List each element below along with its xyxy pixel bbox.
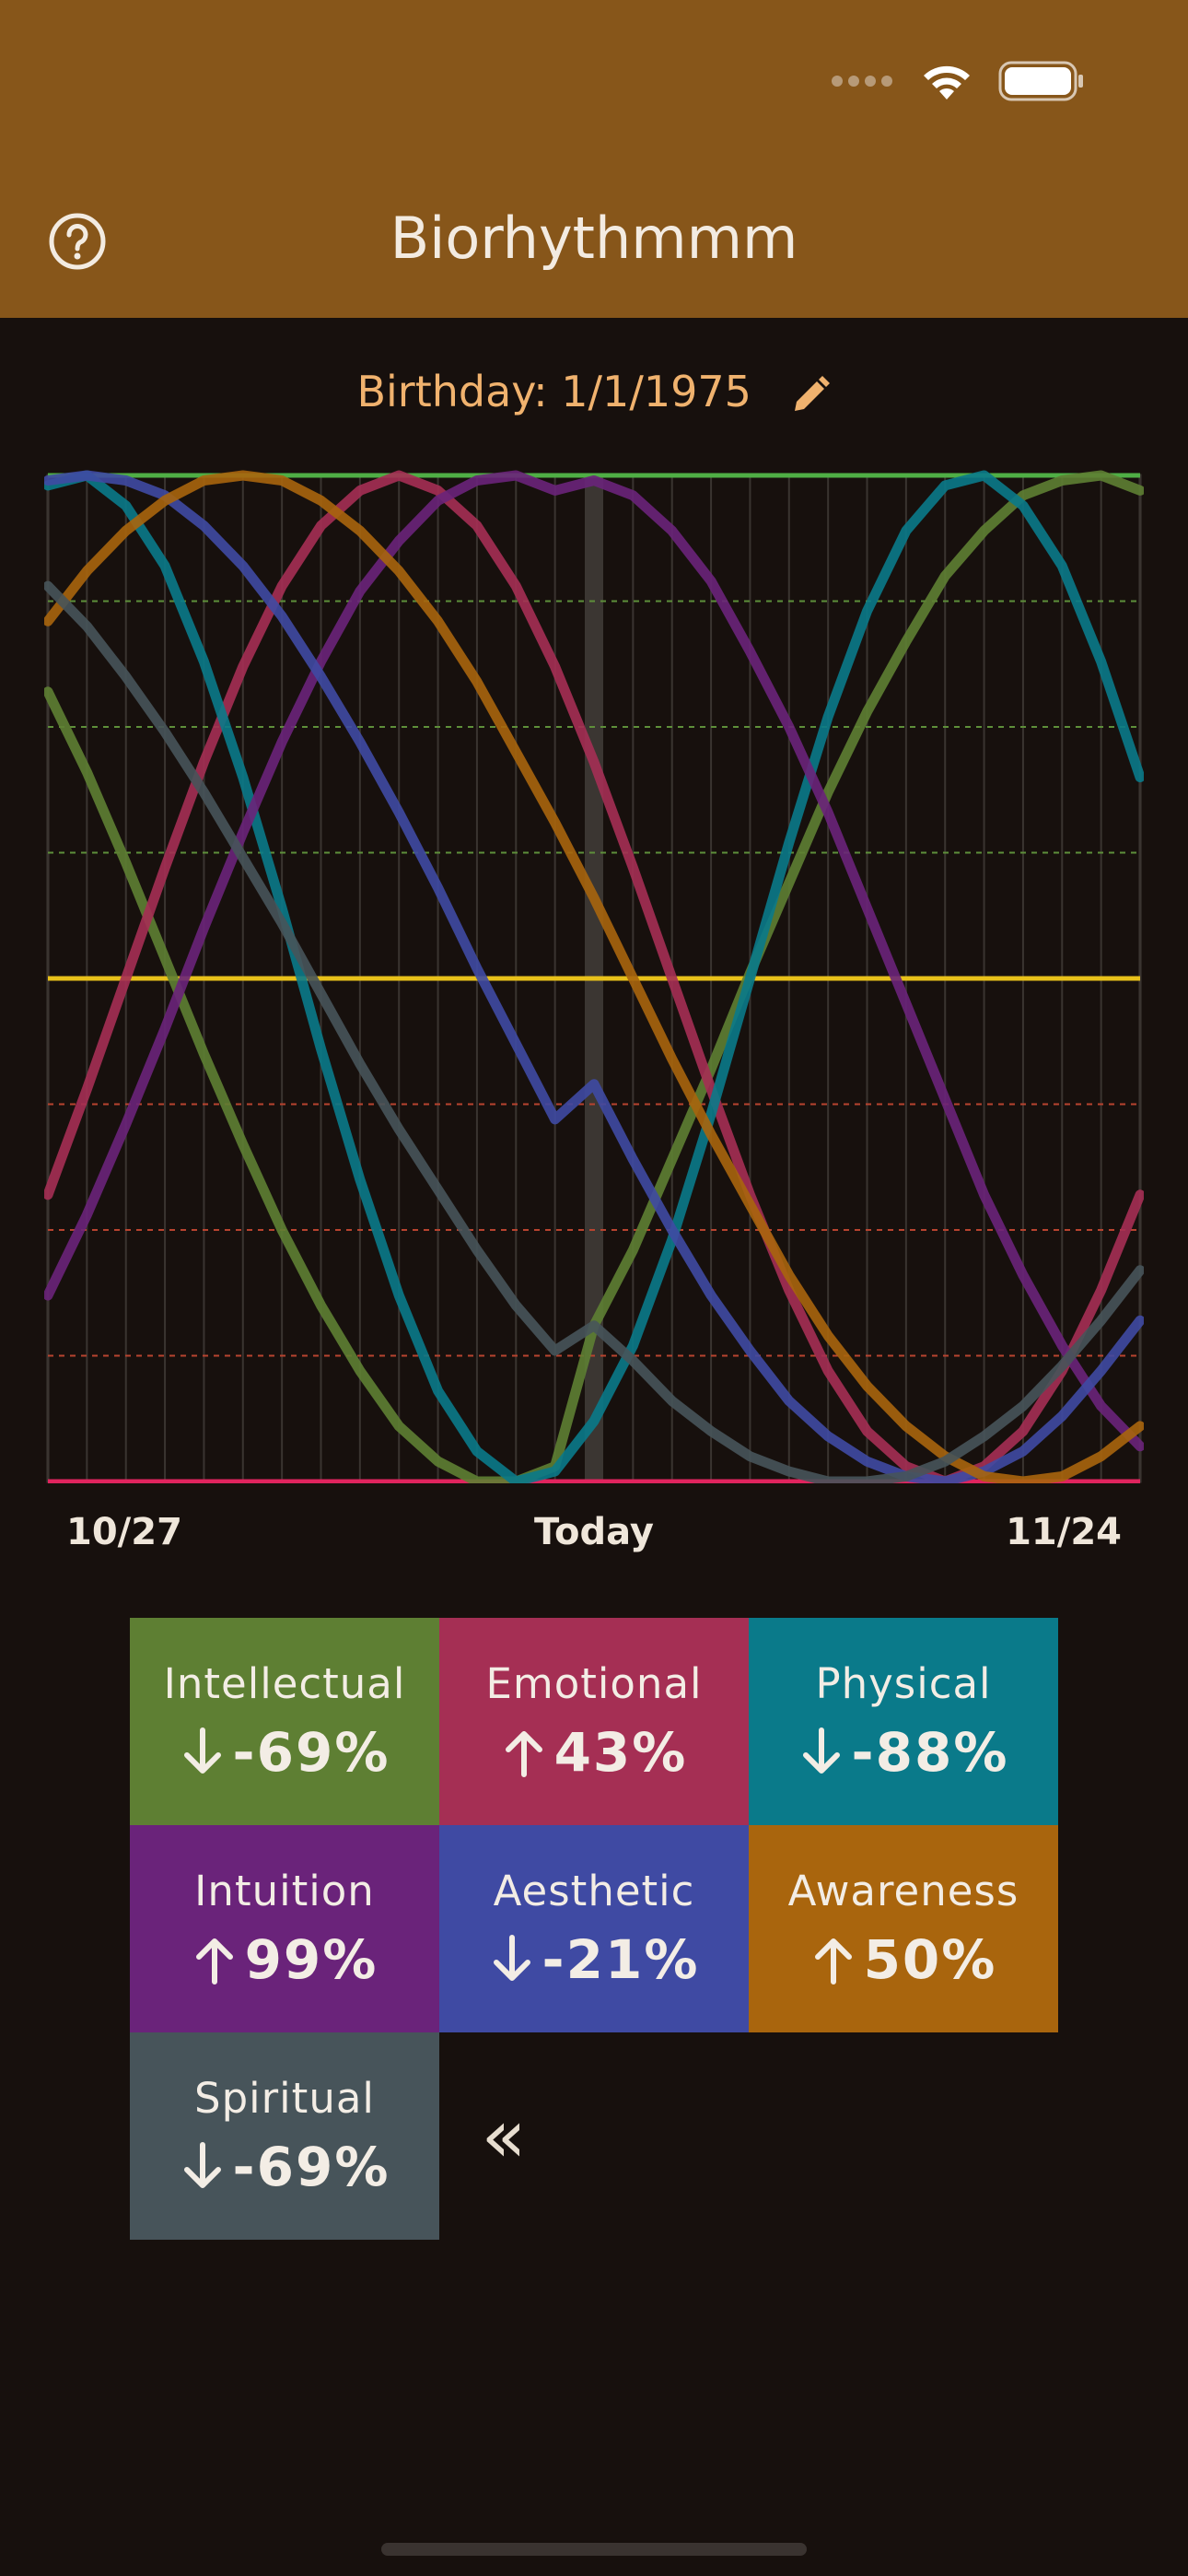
- tile-name: Physical: [815, 1659, 992, 1708]
- tile-value-text: -69%: [232, 1721, 390, 1784]
- arrow-down-icon: [183, 1727, 221, 1774]
- arrow-down-icon: [183, 2142, 221, 2188]
- app-bar: Biorhythmmm: [0, 0, 1188, 318]
- tile-value: -69%: [180, 2136, 390, 2198]
- series-physical-line: [42, 470, 1146, 1487]
- tile-name: Intellectual: [163, 1659, 406, 1708]
- tile-name: Emotional: [485, 1659, 703, 1708]
- chart-svg: [42, 470, 1146, 1487]
- tile-name: Spiritual: [194, 2074, 375, 2123]
- rhythm-tiles: Intellectual -69% Emotional 43% Physical -88%…: [130, 1618, 1058, 2240]
- arrow-up-icon: [814, 1938, 852, 1985]
- arrow-down-icon: [802, 1727, 840, 1774]
- tile-value-text: -69%: [232, 2136, 390, 2198]
- tile-value: 99%: [192, 1928, 379, 1991]
- tile-emotional[interactable]: Emotional 43%: [439, 1618, 749, 1825]
- arrow-up-icon: [505, 1731, 542, 1777]
- tile-value: -69%: [180, 1721, 390, 1784]
- help-circle-icon[interactable]: [46, 210, 109, 273]
- birthday-button[interactable]: Birthday: 1/1/1975: [0, 367, 1188, 416]
- pencil-icon: [794, 375, 830, 411]
- app-title: Biorhythmmm: [390, 205, 798, 272]
- tile-value-text: 43%: [553, 1721, 688, 1784]
- tile-value-text: -21%: [542, 1928, 700, 1991]
- tile-name: Aesthetic: [493, 1867, 695, 1915]
- biorhythm-chart[interactable]: [42, 470, 1146, 1487]
- tile-spiritual[interactable]: Spiritual -69%: [130, 2032, 439, 2240]
- series-intuition-line: [42, 470, 1146, 1452]
- series-awareness-line: [42, 470, 1146, 1487]
- status-bar: [831, 61, 1085, 101]
- birthday-label: Birthday: 1/1/1975: [356, 367, 751, 416]
- tile-intuition[interactable]: Intuition 99%: [130, 1825, 439, 2032]
- x-label-start: 10/27: [66, 1511, 182, 1553]
- series-spiritual-line: [42, 580, 1146, 1487]
- tile-aesthetic[interactable]: Aesthetic -21%: [439, 1825, 749, 2032]
- tile-name: Awareness: [787, 1867, 1019, 1915]
- arrow-down-icon: [493, 1935, 530, 1981]
- x-label-today: Today: [534, 1511, 654, 1553]
- arrow-up-icon: [195, 1938, 233, 1985]
- tile-awareness[interactable]: Awareness 50%: [749, 1825, 1058, 2032]
- wifi-icon: [924, 65, 970, 100]
- tile-intellectual[interactable]: Intellectual -69%: [130, 1618, 439, 1825]
- x-label-end: 11/24: [1006, 1511, 1122, 1553]
- tile-name: Intuition: [194, 1867, 375, 1915]
- tile-value: 43%: [501, 1721, 688, 1784]
- tile-value-text: -88%: [851, 1721, 1009, 1784]
- cellular-signal-icon: [832, 76, 892, 87]
- home-indicator: [381, 2543, 807, 2556]
- tile-physical[interactable]: Physical -88%: [749, 1618, 1058, 1825]
- series-aesthetic-line: [42, 470, 1146, 1487]
- tile-value: -21%: [489, 1928, 700, 1991]
- tile-value-text: 99%: [244, 1928, 379, 1991]
- tile-value: -88%: [798, 1721, 1009, 1784]
- tile-value-text: 50%: [863, 1928, 997, 1991]
- battery-icon: [998, 61, 1083, 101]
- double-chevron-left-icon[interactable]: «: [481, 2093, 527, 2179]
- tile-value: 50%: [810, 1928, 997, 1991]
